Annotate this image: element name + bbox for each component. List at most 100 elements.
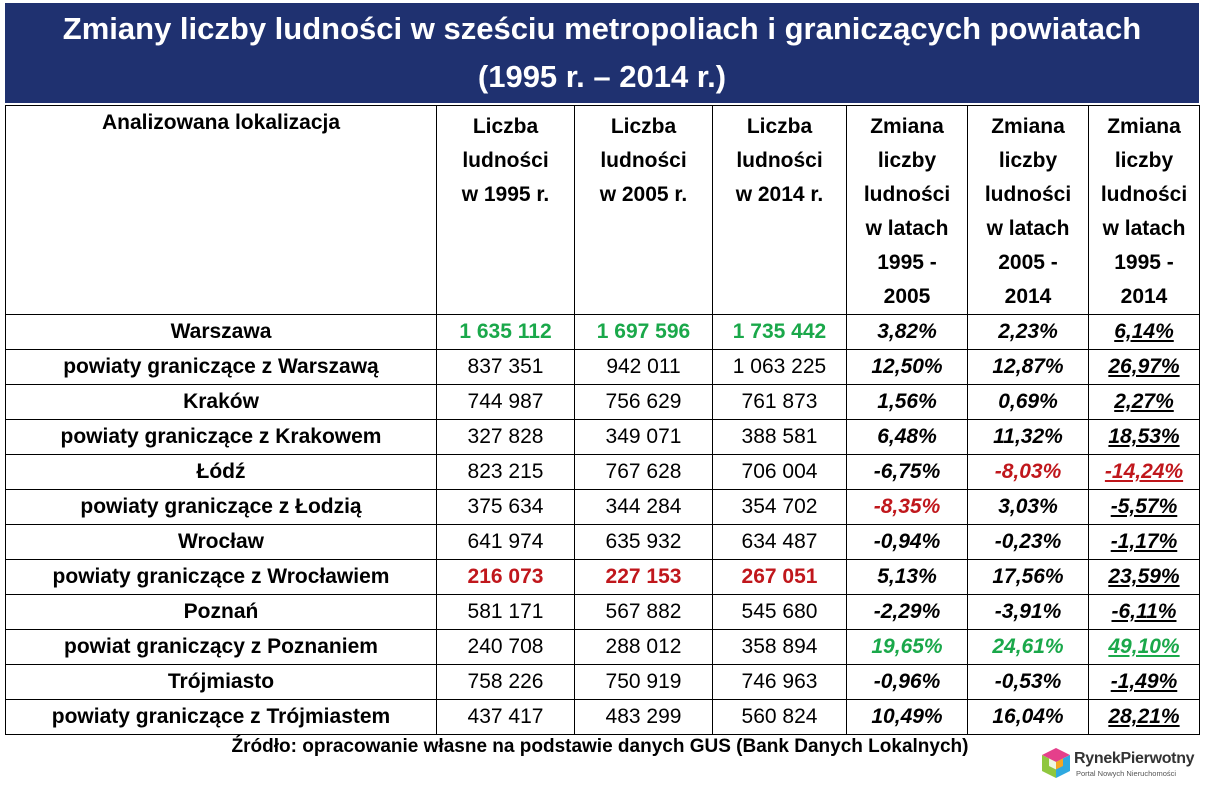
location-cell: Trójmiasto	[5, 664, 437, 700]
table-row: powiaty graniczące z Trójmiastem 437 417 4…	[5, 699, 1200, 735]
population-2014-cell: 761 873	[712, 384, 847, 420]
change-2005-2014-cell: -8,03%	[967, 454, 1089, 490]
header-line: liczby	[1114, 149, 1174, 172]
change-1995-2005-cell: 3,82%	[846, 314, 968, 350]
population-2005-cell: 483 299	[574, 699, 713, 735]
location-cell: Łódź	[5, 454, 437, 490]
header-row: Analizowana lokalizacja Liczba ludności w …	[5, 105, 1200, 315]
location-cell: Wrocław	[5, 524, 437, 560]
table-row: Poznań 581 171 567 882 545 680 -2,29% -3,91% -…	[5, 594, 1200, 630]
table-row: Wrocław 641 974 635 932 634 487 -0,94% -0,23%…	[5, 524, 1200, 560]
table-row: powiaty graniczące z Warszawą 837 351 942 …	[5, 349, 1200, 385]
population-2005-cell: 942 011	[574, 349, 713, 385]
population-2005-cell: 767 628	[574, 454, 713, 490]
location-cell: Kraków	[5, 384, 437, 420]
change-1995-2005-cell: -0,94%	[846, 524, 968, 560]
change-1995-2005-cell: 5,13%	[846, 559, 968, 595]
header-line: ludności	[984, 183, 1072, 206]
location-cell: powiaty graniczące z Wrocławiem	[5, 559, 437, 595]
header-line: ludności	[462, 149, 549, 172]
population-1995-cell: 216 073	[436, 559, 575, 595]
change-1995-2014-cell: -1,49%	[1088, 664, 1200, 700]
header-line: Liczba	[472, 115, 539, 138]
source-note: Źródło: opracowanie własne na podstawie …	[231, 736, 969, 757]
change-2005-2014-cell: 24,61%	[967, 629, 1089, 665]
location-cell: powiaty graniczące z Krakowem	[5, 419, 437, 455]
logo-subtitle: Portal Nowych Nieruchomości	[1076, 769, 1177, 778]
change-1995-2014-cell: 23,59%	[1088, 559, 1200, 595]
rynekpierwotny-logo: RynekPierwotny Portal Nowych Nieruchomoś…	[1040, 744, 1200, 784]
header-line: 2014	[1120, 285, 1168, 308]
population-1995-cell: 641 974	[436, 524, 575, 560]
header-line: w latach	[1102, 217, 1186, 240]
change-1995-2014-cell: -1,17%	[1088, 524, 1200, 560]
population-2005-cell: 344 284	[574, 489, 713, 525]
table-row: powiat graniczący z Poznaniem 240 708 288 …	[5, 629, 1200, 665]
table-row: Warszawa 1 635 112 1 697 596 1 735 442 3,82%…	[5, 314, 1200, 350]
population-2005-cell: 635 932	[574, 524, 713, 560]
location-cell: powiaty graniczące z Łodzią	[5, 489, 437, 525]
population-2005-cell: 227 153	[574, 559, 713, 595]
population-2014-cell: 746 963	[712, 664, 847, 700]
change-1995-2014-cell: 6,14%	[1088, 314, 1200, 350]
header-line: Liczba	[610, 115, 677, 138]
location-cell: powiaty graniczące z Trójmiastem	[5, 699, 437, 735]
change-1995-2005-cell: 19,65%	[846, 629, 968, 665]
change-1995-2005-cell: 1,56%	[846, 384, 968, 420]
header-line: 1995 -	[1114, 251, 1174, 274]
population-1995-cell: 1 635 112	[436, 314, 575, 350]
change-2005-2014-cell: 0,69%	[967, 384, 1089, 420]
change-2005-2014-cell: -0,53%	[967, 664, 1089, 700]
change-1995-2014-cell: 18,53%	[1088, 419, 1200, 455]
col-header-change-1995-2014: Zmiana liczby ludności w latach 1995 - 2014	[1088, 105, 1200, 315]
population-2014-cell: 560 824	[712, 699, 847, 735]
change-1995-2005-cell: 12,50%	[846, 349, 968, 385]
header-line: liczby	[877, 149, 937, 172]
table-row: powiaty graniczące z Łodzią 375 634 344 28…	[5, 489, 1200, 525]
change-1995-2014-cell: -6,11%	[1088, 594, 1200, 630]
population-1995-cell: 240 708	[436, 629, 575, 665]
population-1995-cell: 581 171	[436, 594, 575, 630]
location-cell: powiat graniczący z Poznaniem	[5, 629, 437, 665]
header-line: ludności	[736, 149, 823, 172]
header-line: Zmiana	[1107, 115, 1181, 138]
population-2014-cell: 706 004	[712, 454, 847, 490]
population-1995-cell: 744 987	[436, 384, 575, 420]
change-1995-2005-cell: -6,75%	[846, 454, 968, 490]
header-line: Zmiana	[870, 115, 944, 138]
header-line: 2005 -	[998, 251, 1058, 274]
col-header-change-1995-2005: Zmiana liczby ludności w latach 1995 - 2005	[846, 105, 968, 315]
population-2014-cell: 1 063 225	[712, 349, 847, 385]
change-1995-2014-cell: 49,10%	[1088, 629, 1200, 665]
header-line: ludności	[600, 149, 687, 172]
population-table: Analizowana lokalizacja Liczba ludności w …	[5, 105, 1200, 735]
population-2014-cell: 358 894	[712, 629, 847, 665]
col-header-pop1995: Liczba ludności w 1995 r.	[436, 105, 575, 315]
population-1995-cell: 437 417	[436, 699, 575, 735]
change-1995-2014-cell: -14,24%	[1088, 454, 1200, 490]
header-line: 2014	[1004, 285, 1052, 308]
col-header-pop2005: Liczba ludności w 2005 r.	[574, 105, 713, 315]
header-line: Zmiana	[991, 115, 1065, 138]
header-line: Liczba	[746, 115, 813, 138]
change-2005-2014-cell: 12,87%	[967, 349, 1089, 385]
change-1995-2014-cell: 26,97%	[1088, 349, 1200, 385]
location-cell: Poznań	[5, 594, 437, 630]
header-line: w 2014 r.	[735, 183, 824, 206]
header-line: w 1995 r.	[461, 183, 550, 206]
table-row: powiaty graniczące z Wrocławiem 216 073 22…	[5, 559, 1200, 595]
header-line: 2005	[883, 285, 931, 308]
col-header-pop2014: Liczba ludności w 2014 r.	[712, 105, 847, 315]
col-header-change-2005-2014: Zmiana liczby ludności w latach 2005 - 2014	[967, 105, 1089, 315]
population-2014-cell: 545 680	[712, 594, 847, 630]
change-2005-2014-cell: 2,23%	[967, 314, 1089, 350]
header-line: 1995 -	[877, 251, 937, 274]
population-2005-cell: 750 919	[574, 664, 713, 700]
change-1995-2005-cell: -0,96%	[846, 664, 968, 700]
change-1995-2005-cell: 10,49%	[846, 699, 968, 735]
change-2005-2014-cell: -3,91%	[967, 594, 1089, 630]
population-2005-cell: 349 071	[574, 419, 713, 455]
header-line: ludności	[863, 183, 951, 206]
population-1995-cell: 823 215	[436, 454, 575, 490]
col-header-location: Analizowana lokalizacja	[5, 105, 437, 315]
